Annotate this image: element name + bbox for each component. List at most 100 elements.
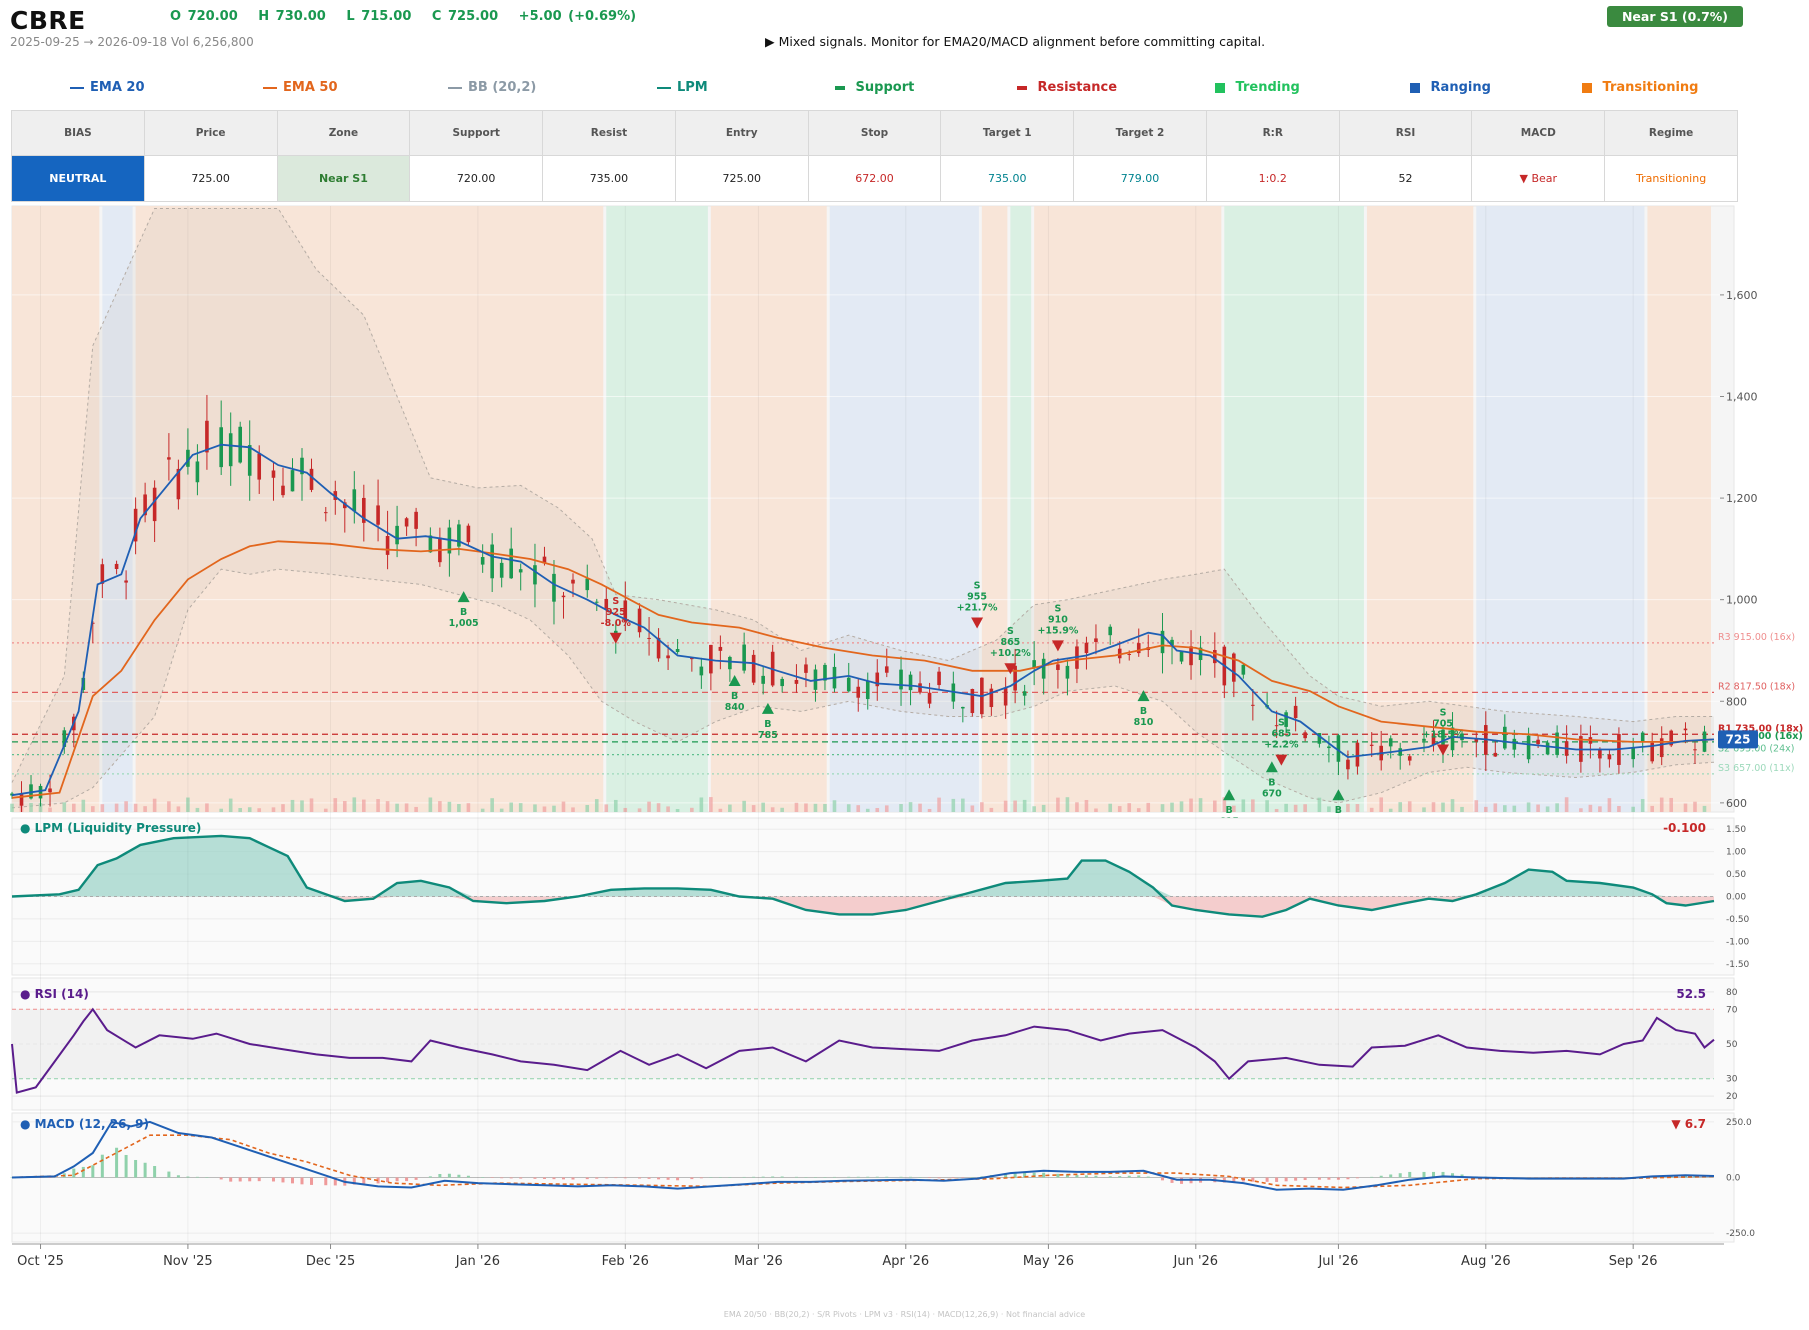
volume-bar	[395, 803, 399, 812]
volume-bar	[666, 806, 670, 812]
macd-hist-bar	[115, 1147, 119, 1178]
candle-body	[927, 692, 932, 704]
sell-label: +10.2%	[990, 648, 1031, 659]
legend-lpm[interactable]: LPM	[657, 80, 708, 95]
legend-trending[interactable]: Trending	[1215, 80, 1300, 95]
macd-hist-bar	[1355, 1177, 1359, 1179]
candle-body	[290, 470, 295, 492]
volume-bar	[1127, 803, 1132, 812]
candle-body	[1127, 653, 1132, 655]
candle-body	[1274, 725, 1279, 727]
macd-hist-bar	[1118, 1176, 1122, 1178]
volume-bar	[832, 800, 837, 812]
macd-hist-bar	[352, 1177, 356, 1185]
buy-label: 785	[758, 730, 778, 741]
candle-body	[728, 656, 732, 670]
regime-band-transitioning	[1366, 206, 1474, 812]
volume-bar	[647, 801, 651, 812]
x-tick-label: Sep '26	[1609, 1254, 1658, 1269]
volume-bar	[219, 808, 223, 812]
footer-note: EMA 20/50 · BB(20,2) · S/R Pivots · LPM …	[723, 1310, 1086, 1319]
price-gridlines	[12, 294, 1722, 804]
bollinger-lower	[11, 568, 1715, 809]
candle-body	[428, 535, 433, 553]
macd-hist-bar	[362, 1177, 366, 1185]
legend-ema20[interactable]: EMA 20	[70, 80, 145, 95]
volume-bar	[690, 807, 694, 812]
candle-body	[594, 601, 599, 603]
macd-hist-bar	[1004, 1173, 1008, 1178]
lpm-tick-label: 0.50	[1726, 870, 1746, 880]
x-tick-label: Mar '26	[734, 1254, 783, 1269]
legend-bb[interactable]: BB (20,2)	[448, 80, 536, 95]
macd-signal-line	[11, 1134, 1715, 1189]
volume-bar	[323, 808, 328, 812]
candle-body	[1493, 752, 1498, 757]
macd-hist-bar	[167, 1171, 171, 1178]
candle-body	[186, 449, 190, 467]
volume-bar	[927, 808, 932, 812]
volume-bar	[1512, 805, 1517, 812]
legend-label: BB (20,2)	[468, 80, 537, 95]
legend-label: EMA 50	[283, 80, 338, 95]
volume-bar	[1474, 800, 1479, 812]
close-value: C 725.00	[431, 9, 499, 24]
volume-bar	[414, 806, 418, 812]
volume-bar	[1265, 800, 1269, 812]
volume-bar	[637, 808, 642, 812]
legend-label: EMA 20	[90, 80, 145, 95]
macd-hist-bar	[676, 1177, 680, 1181]
volume-bar	[918, 803, 922, 812]
macd-hist-bar	[1327, 1177, 1331, 1180]
volume-bar	[1483, 806, 1488, 812]
table-value-row: NEUTRAL 725.00 Near S1 720.00 735.00 725…	[11, 155, 1738, 202]
candle-body	[152, 487, 157, 522]
chart-legend: EMA 20 EMA 50 BB (20,2) LPM Support Resi…	[0, 80, 1740, 100]
volume-bar	[1189, 798, 1193, 812]
macd-hist-bar	[690, 1177, 694, 1180]
volume-bar	[124, 801, 128, 812]
value-macd: ▼ Bear	[1471, 155, 1606, 202]
volume-bar	[1545, 806, 1550, 812]
bollinger-fill	[12, 208, 1714, 808]
value-rr: 1:0.2	[1205, 155, 1340, 202]
sr-levels: R3 915.00 (16x) R2 817.50 (18x) R1 735.00 …	[12, 632, 1803, 775]
candle-body	[899, 669, 903, 690]
legend-support[interactable]: Support	[835, 80, 914, 95]
candle-body	[195, 461, 200, 483]
candle-body	[1136, 643, 1141, 654]
candle-body	[1160, 630, 1165, 654]
volume-bar	[1022, 799, 1027, 812]
legend-transitioning[interactable]: Transitioning	[1582, 80, 1698, 95]
value-resist: 735.00	[542, 155, 676, 202]
macd-hist-bar	[1432, 1171, 1436, 1178]
macd-hist-bar	[823, 1177, 827, 1178]
legend-label: LPM	[677, 80, 708, 95]
macd-hist-bar	[300, 1177, 304, 1185]
macd-hist-bar	[909, 1176, 913, 1178]
volume-bar	[770, 807, 775, 812]
volume-bar	[1640, 799, 1645, 812]
macd-hist-bar	[1408, 1171, 1412, 1178]
volume-bar	[1013, 800, 1017, 812]
volume-bar	[1598, 806, 1602, 812]
volume-bar	[48, 807, 52, 812]
macd-hist-bar	[1075, 1175, 1079, 1178]
candle-body	[1241, 664, 1246, 675]
candle-body	[542, 556, 547, 564]
volume-bar	[1503, 805, 1507, 812]
sell-label: S	[1440, 708, 1447, 719]
legend-ranging[interactable]: Ranging	[1410, 80, 1491, 95]
legend-ema50[interactable]: EMA 50	[263, 80, 338, 95]
candle-body	[533, 565, 537, 585]
value-zone: Near S1	[276, 155, 411, 202]
volume-bar	[1284, 803, 1288, 812]
legend-resistance[interactable]: Resistance	[1017, 80, 1117, 95]
legend-label: Ranging	[1430, 80, 1491, 95]
price-tick-label: 1,000	[1726, 594, 1758, 607]
macd-hist-bar	[48, 1177, 52, 1178]
price-tick-label: 800	[1726, 695, 1747, 708]
macd-hist-bar	[585, 1177, 589, 1180]
macd-line	[11, 1120, 1715, 1191]
